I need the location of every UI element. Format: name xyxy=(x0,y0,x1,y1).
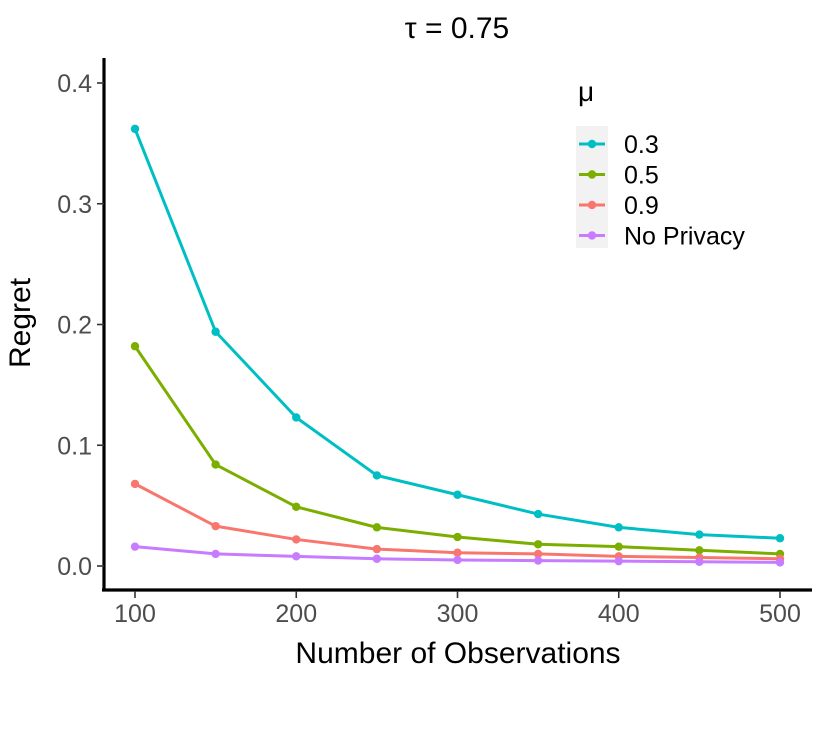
y-tick-label: 0.3 xyxy=(57,191,92,219)
data-point xyxy=(372,471,382,480)
data-point xyxy=(453,548,462,557)
legend-label: 0.3 xyxy=(624,131,659,159)
legend-label: 0.5 xyxy=(624,162,659,190)
data-point xyxy=(372,554,382,563)
legend-key-point xyxy=(587,231,597,240)
data-point xyxy=(292,535,301,544)
data-point xyxy=(695,546,704,555)
data-point xyxy=(130,342,140,351)
legend-item: 0.5 xyxy=(579,162,659,190)
data-point xyxy=(211,521,220,531)
series-line xyxy=(133,345,781,556)
legend-item: 0.3 xyxy=(579,131,659,159)
legend-title: μ xyxy=(578,76,594,107)
data-point xyxy=(372,523,382,532)
data-point xyxy=(372,544,382,554)
data-point xyxy=(695,530,704,539)
y-ticks: 0.0 0.1 0.2 0.3 0.4 xyxy=(57,70,104,581)
x-ticks: 100 200 300 400 500 xyxy=(114,591,801,628)
y-tick-label: 0.4 xyxy=(57,70,92,98)
legend-key-point xyxy=(587,170,597,179)
x-tick-label: 200 xyxy=(275,600,317,628)
series-3 xyxy=(130,542,785,567)
data-point xyxy=(211,327,220,336)
data-point xyxy=(292,413,301,422)
data-point xyxy=(453,555,462,565)
data-point xyxy=(130,124,140,134)
x-tick-label: 300 xyxy=(437,600,479,628)
series-line xyxy=(133,128,781,540)
data-point xyxy=(775,534,785,543)
data-point xyxy=(614,556,623,566)
data-point xyxy=(533,509,543,519)
data-point xyxy=(614,523,623,532)
data-point xyxy=(130,542,140,551)
y-tick-label: 0.2 xyxy=(57,312,92,340)
data-point xyxy=(292,552,301,561)
legend-label: 0.9 xyxy=(624,192,659,220)
plot-area xyxy=(130,124,785,567)
y-axis-title: Regret xyxy=(4,277,37,368)
y-tick-label: 0.1 xyxy=(57,432,92,460)
data-point xyxy=(775,558,785,567)
legend-items: 0.3 0.50.9 No Privacy xyxy=(579,131,745,251)
data-point xyxy=(130,479,140,489)
data-point xyxy=(695,557,704,566)
series-1 xyxy=(130,342,785,559)
data-point xyxy=(292,502,301,512)
legend-key-point xyxy=(587,139,597,149)
x-tick-label: 400 xyxy=(598,600,640,628)
legend-label: No Privacy xyxy=(624,223,745,251)
data-point xyxy=(211,549,220,559)
legend-item: No Privacy xyxy=(579,223,745,251)
x-tick-label: 100 xyxy=(114,600,156,628)
data-point xyxy=(453,490,462,499)
data-point xyxy=(533,556,543,565)
legend-key-point xyxy=(587,200,597,210)
data-point xyxy=(614,542,623,551)
data-point xyxy=(533,549,543,559)
data-point xyxy=(453,532,462,542)
legend-item: 0.9 xyxy=(579,192,659,220)
x-axis-title: Number of Observations xyxy=(295,637,620,670)
y-tick-label: 0.0 xyxy=(57,553,92,581)
series-0 xyxy=(130,124,785,543)
legend: μ 0.3 0.50.9 No Privacy xyxy=(576,76,745,251)
axes xyxy=(102,58,812,592)
data-point xyxy=(211,460,220,469)
x-tick-label: 500 xyxy=(759,600,801,628)
chart-title: τ = 0.75 xyxy=(405,12,509,45)
data-point xyxy=(533,540,543,549)
